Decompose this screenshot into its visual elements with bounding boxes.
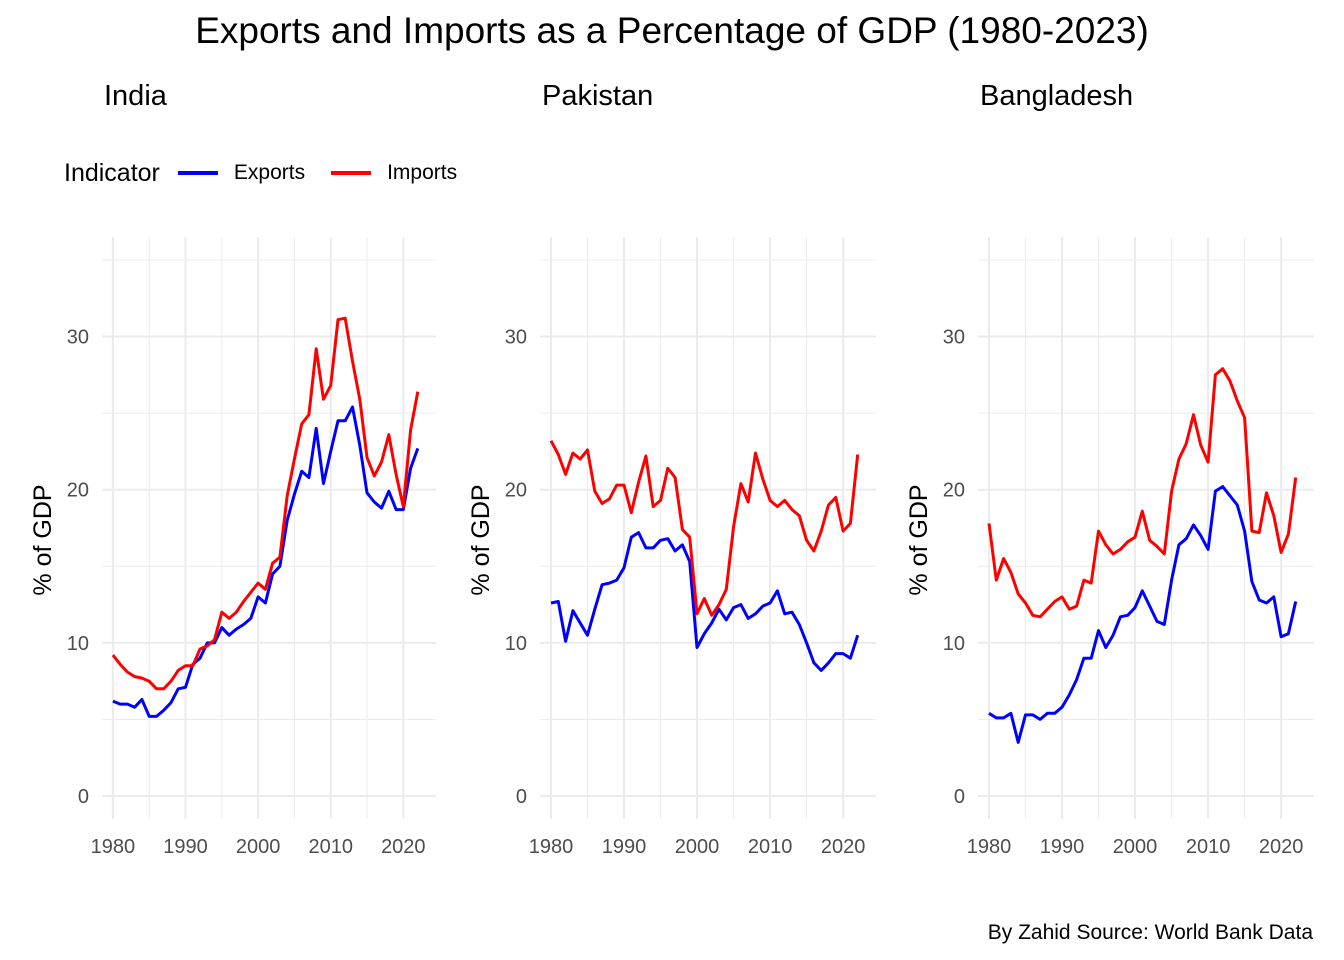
series-line-exports <box>988 485 1298 744</box>
y-tick-label: 20 <box>505 480 527 502</box>
y-axis-title: % of GDP <box>905 484 933 595</box>
x-tick-label: 1990 <box>1040 836 1085 858</box>
legend-label-exports: Exports <box>233 161 306 184</box>
legend-key-exports <box>177 171 218 175</box>
series-line-imports <box>987 367 1298 619</box>
x-tick-label: 2000 <box>675 836 720 858</box>
series-line-imports <box>549 439 860 617</box>
y-tick-label: 30 <box>943 327 965 349</box>
x-tick-label: 2010 <box>748 836 793 858</box>
panel-pakistan: 1980 1990 2000 2010 2020 0 10 20 30 % of GDP <box>467 237 876 858</box>
facet-title-bangladesh: Bangladesh <box>980 80 1134 112</box>
y-tick-label: 30 <box>67 327 89 349</box>
y-tick-label: 10 <box>943 633 965 655</box>
legend-title: Indicator <box>64 158 160 187</box>
y-axis-title: % of GDP <box>29 484 57 595</box>
y-tick-label: 10 <box>67 633 89 655</box>
y-axis-title: % of GDP <box>467 484 495 595</box>
x-tick-label: 1980 <box>967 836 1012 858</box>
series-line-exports <box>112 405 420 718</box>
legend: Indicator Exports Imports <box>64 156 479 190</box>
legend-key-imports <box>331 171 372 175</box>
y-tick-label: 20 <box>943 480 965 502</box>
series-line-exports <box>550 531 860 672</box>
y-tick-label: 20 <box>67 480 89 502</box>
x-tick-label: 2010 <box>308 836 353 858</box>
facet-title-india: India <box>104 80 167 112</box>
x-tick-label: 2020 <box>381 836 426 858</box>
x-tick-label: 1990 <box>602 836 647 858</box>
x-tick-label: 1980 <box>91 836 136 858</box>
legend-label-imports: Imports <box>387 161 458 184</box>
y-tick-label: 0 <box>954 786 965 808</box>
chart-title: Exports and Imports as a Percentage of G… <box>195 10 1149 51</box>
x-tick-label: 1980 <box>529 836 574 858</box>
x-tick-label: 2020 <box>821 836 866 858</box>
y-tick-label: 10 <box>505 633 527 655</box>
x-tick-label: 2000 <box>1113 836 1158 858</box>
chart-caption: By Zahid Source: World Bank Data <box>987 921 1313 944</box>
y-tick-label: 0 <box>78 786 89 808</box>
panel-bangladesh: 1980 1990 2000 2010 2020 0 10 20 30 % of GDP <box>905 237 1314 858</box>
x-tick-label: 2000 <box>236 836 281 858</box>
x-tick-label: 2020 <box>1259 836 1304 858</box>
x-tick-label: 2010 <box>1186 836 1231 858</box>
series-line-imports <box>111 316 420 691</box>
y-tick-label: 0 <box>516 786 527 808</box>
y-tick-label: 30 <box>505 327 527 349</box>
x-tick-label: 1990 <box>163 836 208 858</box>
facet-title-pakistan: Pakistan <box>542 80 654 112</box>
panel-india: 1980 1990 2000 2010 2020 0 10 20 30 % of GDP <box>29 237 436 858</box>
